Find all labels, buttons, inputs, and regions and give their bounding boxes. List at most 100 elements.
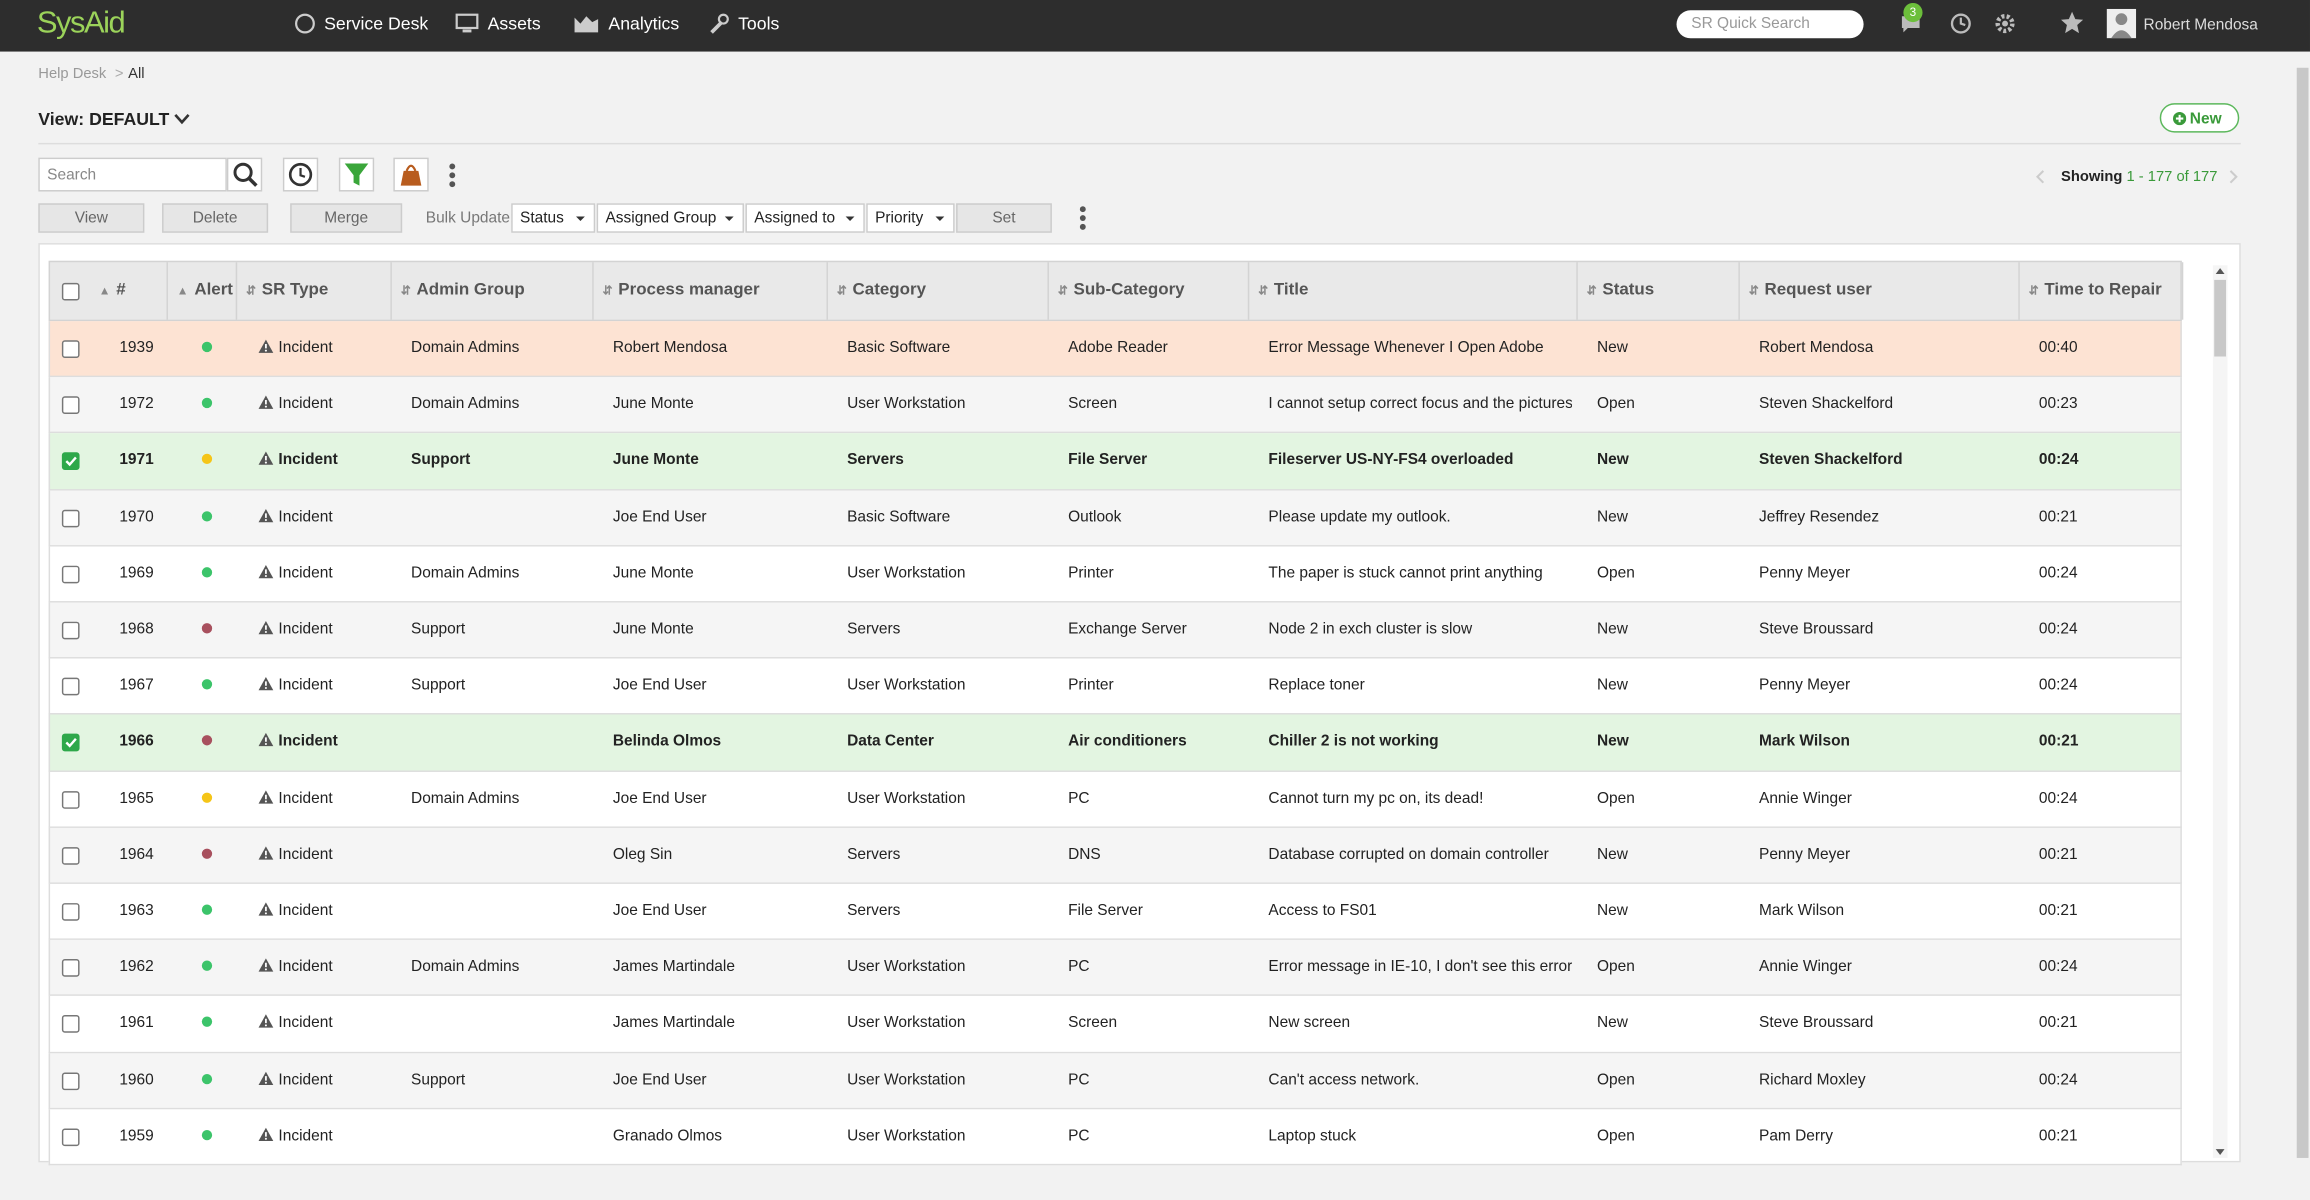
incident-icon xyxy=(258,1054,279,1109)
cell: 00:21 xyxy=(2038,1014,2078,1032)
table-row[interactable]: 1967 Incident Support Joe End User User Work… xyxy=(48,658,2182,716)
table-row[interactable]: 1968 Incident Support June Monte Servers Exch… xyxy=(48,602,2182,659)
column-header[interactable]: ⇵ Category xyxy=(828,262,1049,320)
cell: James Martindale xyxy=(612,957,735,976)
table-row[interactable]: 1972 Incident Domain Admins June Monte User … xyxy=(48,377,2182,434)
cell: 1939 xyxy=(119,338,154,357)
column-header[interactable]: ⇵ Request user xyxy=(1740,262,2020,320)
column-label: Time to Repair xyxy=(2044,281,2162,300)
row-checkbox[interactable] xyxy=(61,1015,80,1034)
row-checkbox[interactable] xyxy=(61,734,80,752)
row-checkbox[interactable] xyxy=(61,846,80,865)
incident-icon xyxy=(258,1111,279,1166)
cell: Incident xyxy=(258,490,386,546)
view-button[interactable]: View xyxy=(38,203,145,233)
history-icon[interactable] xyxy=(1949,12,1973,36)
table-row[interactable]: 1969 Incident Domain Admins June Monte User … xyxy=(48,546,2182,603)
row-checkbox[interactable] xyxy=(61,621,80,640)
merge-button[interactable]: Merge xyxy=(290,203,403,233)
cell: Access to FS01 xyxy=(1268,901,1377,920)
cell: Steven Shackelford xyxy=(1759,395,1894,413)
column-header[interactable]: ⇵ Admin Group xyxy=(392,262,594,320)
bulk-dropdown[interactable]: Assigned to xyxy=(745,203,865,233)
row-checkbox[interactable] xyxy=(61,565,80,584)
table-row[interactable]: 1970 Incident Joe End User Basic Software Ou… xyxy=(48,489,2182,547)
column-header[interactable]: ⇵ Time to Repair xyxy=(2020,262,2184,320)
cell: Basic Software xyxy=(847,338,951,357)
view-chevron[interactable] xyxy=(174,112,190,125)
column-header[interactable]: ⇵ Status xyxy=(1578,262,1740,320)
table-row[interactable]: 1964 Incident Oleg Sin Servers DNS Database c… xyxy=(48,827,2182,884)
table-row[interactable]: 1961 Incident James Martindale User Worksta… xyxy=(48,996,2182,1053)
cell: Cannot turn my pc on, its dead! xyxy=(1268,789,1484,807)
row-checkbox[interactable] xyxy=(61,677,80,696)
favorites-icon[interactable] xyxy=(2060,10,2085,35)
user-name[interactable]: Robert Mendosa xyxy=(2143,16,2258,34)
delete-button[interactable]: Delete xyxy=(162,203,269,233)
column-header[interactable]: ▲ Alert xyxy=(168,262,238,320)
cell: 1964 xyxy=(119,845,154,864)
row-checkbox[interactable] xyxy=(61,452,80,471)
more-menu[interactable] xyxy=(1078,205,1087,232)
bulk-dropdown[interactable]: Status xyxy=(511,203,596,233)
sr-type: Incident xyxy=(278,845,333,864)
column-header[interactable]: ⇵ Process manager xyxy=(594,262,828,320)
showing-label: Showing xyxy=(2061,169,2123,186)
more-menu[interactable] xyxy=(448,162,457,189)
column-header[interactable]: ⇵ SR Type xyxy=(237,262,392,320)
table-row[interactable]: 1966 Incident Belinda Olmos Data Center Air … xyxy=(48,715,2182,772)
row-checkbox[interactable] xyxy=(61,1071,80,1090)
recent-button[interactable] xyxy=(282,157,319,192)
view-selector[interactable]: View: DEFAULT xyxy=(38,109,170,130)
next-page[interactable] xyxy=(2227,169,2239,184)
cell: Node 2 in exch cluster is slow xyxy=(1268,620,1473,638)
cell: Joe End User xyxy=(612,901,707,920)
page-scrollbar[interactable] xyxy=(2295,53,2310,1173)
column-header[interactable]: ▲ # xyxy=(90,262,168,320)
select-all[interactable] xyxy=(61,282,80,301)
row-checkbox[interactable] xyxy=(61,790,80,809)
cell: Servers xyxy=(847,845,901,864)
search-box[interactable]: Search xyxy=(38,157,227,192)
alert-dot xyxy=(201,1073,213,1084)
column-label: # xyxy=(116,281,126,300)
bag-button[interactable] xyxy=(393,157,429,192)
table-row[interactable]: 1965 Incident Domain Admins Joe End User Use… xyxy=(48,771,2182,828)
table-row[interactable]: 1939 Incident Domain Admins Robert Mendosa B… xyxy=(48,321,2182,378)
table-row[interactable]: 1959 Incident Granado Olmos User Workstatio… xyxy=(48,1109,2182,1166)
set-button[interactable]: Set xyxy=(956,203,1052,233)
column-header[interactable]: ⇵ Title xyxy=(1249,262,1578,320)
column-header[interactable]: ⇵ Sub-Category xyxy=(1049,262,1250,320)
nav-item[interactable]: Assets xyxy=(455,13,541,34)
bulk-dropdown[interactable]: Assigned Group xyxy=(596,203,744,233)
prev-page[interactable] xyxy=(2035,169,2047,184)
nav-item[interactable]: Tools xyxy=(709,13,779,34)
new-button[interactable]: New xyxy=(2159,103,2240,133)
filter-button[interactable] xyxy=(338,157,375,192)
quick-search[interactable]: SR Quick Search xyxy=(1676,10,1864,39)
avatar[interactable] xyxy=(2106,8,2137,39)
table-row[interactable]: 1971 Incident Support June Monte Servers File… xyxy=(48,433,2182,490)
row-checkbox[interactable] xyxy=(61,903,80,921)
table-row[interactable]: 1962 Incident Domain Admins James Martindal… xyxy=(48,940,2182,997)
breadcrumb[interactable]: Help Desk xyxy=(38,66,107,83)
row-checkbox[interactable] xyxy=(61,396,80,415)
settings-icon[interactable] xyxy=(1993,12,2017,36)
table-row[interactable]: 1963 Incident Joe End User Servers File Serv… xyxy=(48,883,2182,941)
sort-icon: ⇵ xyxy=(1057,284,1068,298)
row-checkbox[interactable] xyxy=(61,1128,80,1146)
search-button[interactable] xyxy=(226,157,263,192)
bulk-dropdown[interactable]: Priority xyxy=(866,203,955,233)
cell: Mark Wilson xyxy=(1759,732,1850,751)
table-row[interactable]: 1960 Incident Support Joe End User User Work… xyxy=(48,1052,2182,1110)
nav-item[interactable]: Analytics xyxy=(573,13,679,34)
row-checkbox[interactable] xyxy=(61,340,80,358)
scrollbar[interactable] xyxy=(2212,265,2228,1158)
logo[interactable]: SysAid xyxy=(36,5,126,40)
incident-icon xyxy=(258,885,279,940)
cell: User Workstation xyxy=(847,789,966,807)
row-checkbox[interactable] xyxy=(61,959,80,978)
cell: Incident xyxy=(258,940,386,996)
nav-item[interactable]: Service Desk xyxy=(295,13,428,34)
row-checkbox[interactable] xyxy=(61,509,80,527)
